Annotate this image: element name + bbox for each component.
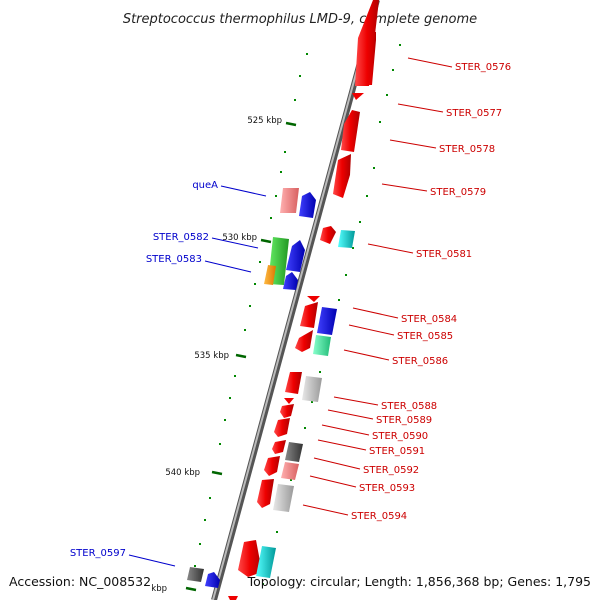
- gene-ster-0579[interactable]: [333, 154, 351, 198]
- gene-ster-0593[interactable]: [257, 479, 294, 512]
- label-ster-0585[interactable]: STER_0585: [397, 331, 453, 342]
- genome-info-text: Topology: circular; Length: 1,856,368 bp…: [247, 574, 591, 589]
- gene-ster-0581[interactable]: [320, 226, 355, 248]
- gene-quea[interactable]: [280, 188, 316, 218]
- label-ster-0578[interactable]: STER_0578: [439, 144, 495, 155]
- label-ster-0589[interactable]: STER_0589: [376, 415, 432, 426]
- genome-backbone: [212, 0, 377, 600]
- label-ster-0582[interactable]: STER_0582: [153, 232, 209, 243]
- gene-ster-0577[interactable]: [352, 93, 364, 100]
- label-ster-0590[interactable]: STER_0590: [372, 431, 428, 442]
- gene-ster-0590[interactable]: [274, 418, 290, 437]
- accession-text: Accession: NC_008532: [9, 574, 151, 589]
- gene-ster-0592[interactable]: [264, 456, 299, 480]
- gene-ster-0584[interactable]: [300, 296, 337, 335]
- left-label-leaders: [128, 185, 267, 567]
- label-quea[interactable]: queA: [192, 180, 218, 191]
- label-ster-0577[interactable]: STER_0577: [446, 108, 502, 119]
- label-ster-0576[interactable]: STER_0576: [455, 62, 511, 73]
- label-ster-0593[interactable]: STER_0593: [359, 483, 415, 494]
- scale-minor-ticks: [194, 53, 308, 567]
- label-ster-0584[interactable]: STER_0584: [401, 314, 457, 325]
- gene-ster-0596[interactable]: [238, 540, 276, 578]
- gene-ster-0586[interactable]: [295, 330, 331, 356]
- label-ster-0579[interactable]: STER_0579: [430, 187, 486, 198]
- label-ster-0592[interactable]: STER_0592: [363, 465, 419, 476]
- gene-ster-0597[interactable]: [187, 567, 220, 588]
- gene-ster-0576[interactable]: [355, 0, 380, 86]
- label-ster-0591[interactable]: STER_0591: [369, 446, 425, 457]
- label-ster-0597[interactable]: STER_0597: [70, 548, 126, 559]
- scale-label-535: 535 kbp: [194, 351, 229, 361]
- gene-ster-0578[interactable]: [341, 110, 360, 152]
- label-ster-0594[interactable]: STER_0594: [351, 511, 407, 522]
- gene-ster-0588[interactable]: [285, 372, 322, 402]
- label-ster-0586[interactable]: STER_0586: [392, 356, 448, 367]
- genome-title: Streptococcus thermophilus LMD-9, comple…: [123, 12, 477, 27]
- scale-label-545: kbp: [151, 584, 167, 594]
- label-ster-0588[interactable]: STER_0588: [381, 401, 437, 412]
- gene-ster-0583[interactable]: [264, 265, 298, 290]
- scale-label-530: 530 kbp: [222, 233, 257, 243]
- scale-major-ticks: [185, 121, 297, 592]
- gene-bottom-red[interactable]: [228, 596, 238, 600]
- gene-ster-0591[interactable]: [272, 440, 303, 462]
- label-ster-0583[interactable]: STER_0583: [146, 254, 202, 265]
- scale-label-540: 540 kbp: [165, 468, 200, 478]
- label-ster-0581[interactable]: STER_0581: [416, 249, 472, 260]
- right-label-leaders: [302, 57, 453, 516]
- gene-ster-0589[interactable]: [280, 398, 294, 418]
- scale-label-525: 525 kbp: [247, 116, 282, 126]
